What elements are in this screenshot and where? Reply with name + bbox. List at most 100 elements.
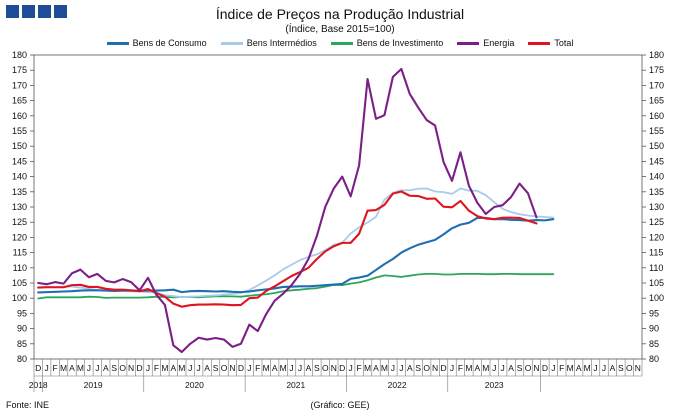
- y-tick-label-left: 145: [12, 156, 27, 166]
- legend-label-total: Total: [554, 38, 574, 48]
- x-month-label: M: [567, 363, 574, 373]
- x-month-label: A: [407, 363, 413, 373]
- x-month-label: J: [450, 363, 454, 373]
- plot-frame: [33, 54, 643, 360]
- y-tick-label-left: 155: [12, 126, 27, 136]
- y-tick-label-left: 160: [12, 111, 27, 121]
- x-month-label: D: [339, 363, 345, 373]
- y-tick-label-left: 85: [17, 339, 27, 349]
- y-tick-label-left: 95: [17, 308, 27, 318]
- y-tick-label-right: 145: [649, 156, 664, 166]
- y-tick-label-right: 140: [649, 172, 664, 182]
- x-year-label: 2023: [485, 380, 504, 390]
- x-month-label: N: [533, 363, 539, 373]
- legend-swatch-consumo: [106, 41, 129, 45]
- legend-swatch-investimento: [330, 41, 353, 45]
- y-tick-label-right: 165: [649, 96, 664, 106]
- y-tick-label-right: 100: [649, 293, 664, 303]
- x-month-label: D: [238, 363, 244, 373]
- series-line-investimento: [37, 272, 555, 300]
- x-month-label: S: [517, 363, 523, 373]
- x-month-label: N: [432, 363, 438, 373]
- legend-item-energia: Energia: [457, 38, 514, 48]
- x-month-label: M: [280, 363, 287, 373]
- y-tick-label-right: 170: [649, 80, 664, 90]
- x-month-label: A: [170, 363, 176, 373]
- y-tick-label-right: 85: [649, 339, 659, 349]
- x-month-label: J: [602, 363, 606, 373]
- legend-swatch-energia: [457, 41, 480, 45]
- x-month-label: J: [501, 363, 505, 373]
- series-line-energia: [37, 67, 538, 354]
- legend-label-energia: Energia: [483, 38, 515, 48]
- x-month-label: F: [357, 363, 362, 373]
- y-tick-label-right: 150: [649, 141, 664, 151]
- y-tick-label-right: 160: [649, 111, 664, 121]
- logo-square: [6, 5, 19, 18]
- x-month-label: N: [229, 363, 235, 373]
- legend-label-investimento: Bens de Investimento: [356, 38, 444, 48]
- x-month-label: O: [322, 363, 329, 373]
- x-year-label: 2019: [84, 380, 103, 390]
- y-tick-label-right: 125: [649, 217, 664, 227]
- x-month-label: J: [492, 363, 496, 373]
- x-month-label: J: [197, 363, 201, 373]
- x-month-label: M: [77, 363, 84, 373]
- legend-item-investimento: Bens de Investimento: [330, 38, 444, 48]
- x-month-label: J: [188, 363, 192, 373]
- y-tick-label-right: 175: [649, 65, 664, 75]
- x-month-label: S: [213, 363, 219, 373]
- logo-square: [22, 5, 35, 18]
- x-month-label: A: [272, 363, 278, 373]
- x-month-label: A: [204, 363, 210, 373]
- legend-swatch-intermedios: [220, 41, 243, 45]
- y-tick-label-left: 100: [12, 293, 27, 303]
- x-month-label: O: [525, 363, 532, 373]
- x-month-label: A: [610, 363, 616, 373]
- x-month-label: D: [440, 363, 446, 373]
- x-month-label: F: [53, 363, 58, 373]
- y-tick-label-right: 180: [649, 50, 664, 60]
- x-month-label: S: [111, 363, 117, 373]
- x-month-label: M: [381, 363, 388, 373]
- y-tick-label-left: 80: [17, 354, 27, 364]
- y-tick-label-left: 120: [12, 232, 27, 242]
- y-tick-label-right: 95: [649, 308, 659, 318]
- y-tick-label-left: 90: [17, 324, 27, 334]
- x-month-label: F: [154, 363, 159, 373]
- x-month-label: M: [60, 363, 67, 373]
- x-month-label: J: [289, 363, 293, 373]
- x-year-label: 2020: [185, 380, 204, 390]
- legend-swatch-total: [528, 41, 551, 45]
- legend-label-intermedios: Bens Intermédios: [246, 38, 317, 48]
- y-tick-label-right: 90: [649, 324, 659, 334]
- y-tick-label-right: 110: [649, 263, 663, 273]
- x-month-label: M: [584, 363, 591, 373]
- logo-square: [38, 5, 51, 18]
- source-note: Fonte: INE: [6, 400, 50, 410]
- y-tick-label-left: 130: [12, 202, 27, 212]
- x-month-label: A: [69, 363, 75, 373]
- x-month-label: N: [331, 363, 337, 373]
- x-month-label: O: [221, 363, 228, 373]
- x-month-label: J: [45, 363, 49, 373]
- y-tick-label-right: 105: [649, 278, 664, 288]
- x-month-label: J: [298, 363, 302, 373]
- x-month-label: J: [391, 363, 395, 373]
- y-tick-label-left: 135: [12, 187, 27, 197]
- y-tick-label-left: 105: [12, 278, 27, 288]
- x-year-label: 2018: [29, 380, 48, 390]
- x-month-label: D: [136, 363, 142, 373]
- x-year-label: 2022: [388, 380, 407, 390]
- legend-item-consumo: Bens de Consumo: [106, 38, 207, 48]
- y-tick-label-left: 150: [12, 141, 27, 151]
- x-month-label: A: [474, 363, 480, 373]
- x-month-label: M: [482, 363, 489, 373]
- x-month-label: A: [103, 363, 109, 373]
- y-tick-label-left: 125: [12, 217, 27, 227]
- y-tick-label-left: 110: [13, 263, 27, 273]
- y-tick-label-right: 115: [649, 248, 663, 258]
- series-line-total: [37, 190, 538, 308]
- y-tick-label-left: 115: [13, 248, 27, 258]
